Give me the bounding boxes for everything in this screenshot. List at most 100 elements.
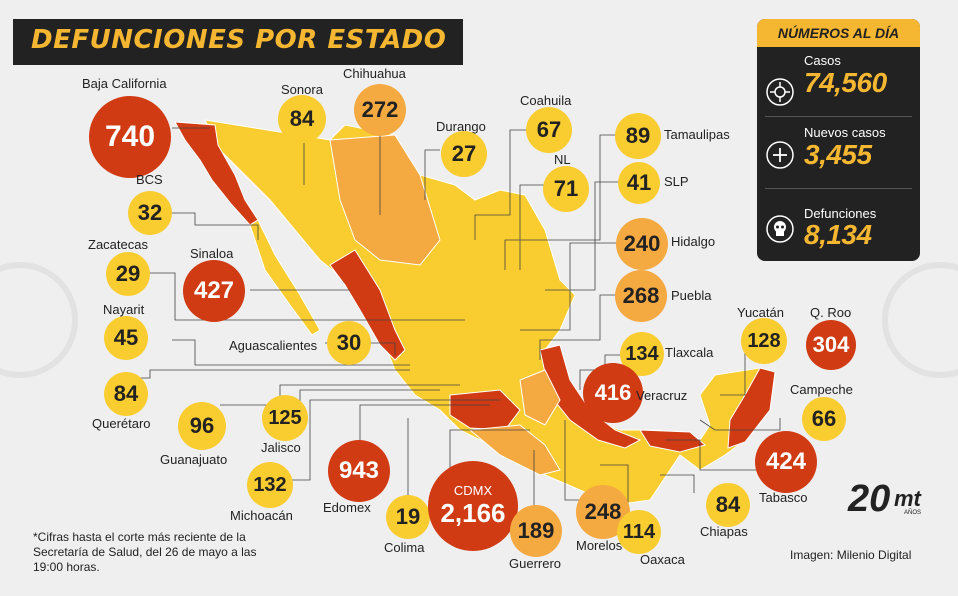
state-value-coahuila: 67: [536, 117, 562, 142]
state-bubble-baja-california: 740: [89, 96, 171, 178]
state-bubble-campeche: 66: [802, 397, 846, 441]
deaths-value: 8,134: [804, 219, 872, 250]
state-value-jalisco: 125: [268, 406, 302, 429]
state-label-chiapas: Chiapas: [700, 524, 748, 539]
logo-number: 20: [848, 478, 891, 520]
state-bubble-coahuila: 67: [526, 107, 572, 153]
state-bubble-nayarit: 45: [104, 316, 148, 360]
state-value-hidalgo: 240: [623, 231, 661, 256]
state-bcs: [249, 219, 321, 336]
separator: [765, 188, 912, 189]
state-bubble-cdmx: CDMX 2,166: [428, 461, 518, 551]
state-label-bcs: BCS: [136, 172, 163, 187]
state-bubble-nl: 71: [543, 166, 589, 212]
state-bubble-puebla: 268: [615, 270, 667, 322]
deaths-label: Defunciones: [804, 206, 877, 221]
state-label-veracruz: Veracruz: [636, 388, 688, 403]
state-label-oaxaca: Oaxaca: [640, 552, 685, 567]
state-label-slp: SLP: [664, 174, 689, 189]
skull-icon: [766, 215, 794, 243]
state-value-bcs: 32: [137, 200, 163, 225]
state-value-sonora: 84: [289, 106, 315, 131]
state-bubble-zacatecas: 29: [106, 252, 150, 296]
state-bubble-hidalgo: 240: [616, 218, 668, 270]
virus-decoration: [0, 262, 958, 378]
state-veracruz: [539, 344, 642, 449]
state-value-michoacan: 132: [253, 473, 287, 496]
logo-small: AÑOS: [904, 510, 922, 516]
state-bubble-queretaro: 84: [104, 372, 148, 416]
new-cases-value: 3,455: [804, 139, 872, 170]
state-value-tamaulipas: 89: [625, 123, 651, 148]
state-bubble-tabasco: 424: [755, 431, 817, 493]
state-label-jalisco: Jalisco: [261, 440, 301, 455]
state-label-nl: NL: [554, 152, 571, 167]
state-value-tlaxcala: 134: [625, 342, 659, 365]
state-label-cdmx: CDMX: [453, 483, 493, 498]
state-label-q-roo: Q. Roo: [810, 305, 852, 320]
state-bubble-michoacan: 132: [247, 462, 293, 508]
state-label-sinaloa: Sinaloa: [190, 246, 234, 261]
state-bubble-sinaloa: 427: [183, 260, 245, 322]
cases-value: 74,560: [804, 67, 887, 98]
cases-label: Casos: [804, 53, 841, 68]
state-value-tabasco: 424: [765, 448, 807, 475]
state-bubble-q-roo: 304: [806, 320, 856, 370]
state-bubble-chihuahua: 272: [354, 84, 406, 136]
state-value-edomex: 943: [338, 457, 380, 484]
state-label-sonora: Sonora: [281, 82, 323, 97]
image-credit: Imagen: Milenio Digital: [790, 548, 912, 562]
state-label-michoacan: Michoacán: [230, 508, 293, 523]
state-value-guerrero: 189: [517, 518, 555, 543]
state-value-cdmx: 2,166: [440, 498, 506, 528]
state-value-sinaloa: 427: [193, 277, 235, 304]
state-label-queretaro: Querétaro: [92, 416, 151, 431]
page-title: DEFUNCIONES POR ESTADO: [31, 25, 447, 55]
state-value-nayarit: 45: [113, 325, 139, 350]
state-bubble-aguascalientes: 30: [327, 321, 371, 365]
state-label-colima: Colima: [384, 540, 425, 555]
state-bubble-sonora: 84: [278, 95, 326, 143]
state-bubble-tlaxcala: 134: [620, 332, 664, 376]
state-label-morelos: Morelos: [576, 538, 623, 553]
new-cases-label: Nuevos casos: [804, 125, 886, 140]
state-label-guanajuato: Guanajuato: [160, 452, 228, 467]
summary-header: NÚMEROS AL DÍA: [757, 19, 920, 47]
state-value-yucatan: 128: [747, 329, 781, 352]
state-bubble-chiapas: 84: [706, 483, 750, 527]
virus-icon: [766, 78, 794, 106]
state-bubble-bcs: 32: [128, 191, 172, 235]
state-label-baja-california: Baja California: [82, 76, 167, 91]
state-label-aguascalientes: Aguascalientes: [229, 338, 318, 353]
state-label-tabasco: Tabasco: [759, 490, 808, 505]
state-bubble-veracruz: 416: [583, 363, 643, 423]
state-value-guanajuato: 96: [189, 413, 215, 438]
plus-icon: [766, 141, 794, 169]
footnote: *Cifras hasta el corte más reciente de l…: [33, 530, 257, 574]
state-label-chihuahua: Chihuahua: [343, 66, 406, 81]
state-value-durango: 27: [451, 141, 477, 166]
state-label-durango: Durango: [436, 119, 486, 134]
state-sinaloa: [329, 249, 406, 361]
state-label-tamaulipas: Tamaulipas: [664, 127, 730, 142]
summary-header-text: NÚMEROS AL DÍA: [777, 25, 900, 41]
state-guerrero: [468, 424, 561, 476]
state-label-tlaxcala: Tlaxcala: [665, 345, 714, 360]
state-bubble-guerrero: 189: [510, 505, 562, 557]
state-label-guerrero: Guerrero: [509, 556, 562, 571]
state-bubble-guanajuato: 96: [178, 402, 226, 450]
state-value-chihuahua: 272: [361, 97, 399, 122]
state-value-q-roo: 304: [812, 332, 850, 357]
state-puebla: [519, 369, 561, 426]
state-value-baja-california: 740: [104, 120, 156, 153]
state-bubble-oaxaca: 114: [617, 510, 661, 554]
state-bubble-edomex: 943: [328, 440, 390, 502]
state-value-colima: 19: [395, 504, 421, 529]
state-q-roo: [727, 367, 776, 449]
state-value-morelos: 248: [584, 499, 622, 524]
state-value-chiapas: 84: [715, 492, 741, 517]
state-label-yucatan: Yucatán: [737, 305, 784, 320]
state-value-nl: 71: [553, 176, 579, 201]
state-bubble-yucatan: 128: [741, 318, 787, 364]
